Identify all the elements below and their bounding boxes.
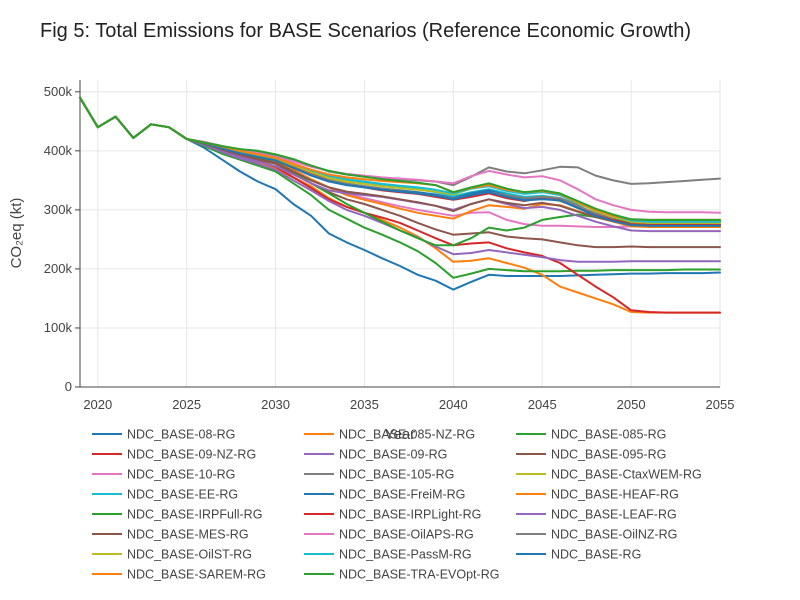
legend-label: NDC_BASE-HEAF-RG xyxy=(551,488,679,502)
series-line-ndc-base-oilaps-rg xyxy=(79,96,721,214)
legend-item[interactable]: NDC_BASE-095-RG xyxy=(516,448,666,462)
legend-item[interactable]: NDC_BASE-HEAF-RG xyxy=(516,488,679,502)
x-tick-label: 2050 xyxy=(617,397,646,412)
series-line-ndc-base-oilst-rg xyxy=(79,96,721,224)
series-line-ndc-base-sarem-rg xyxy=(79,96,721,221)
series-line-ndc-base-09-nz-rg xyxy=(79,96,721,314)
y-tick-label: 100k xyxy=(44,320,73,335)
legend-item[interactable]: NDC_BASE-MES-RG xyxy=(92,528,249,542)
legend-label: NDC_BASE-085-RG xyxy=(551,428,666,442)
y-tick-label: 500k xyxy=(44,84,73,99)
grid-layer xyxy=(80,80,721,388)
x-tick-label: 2055 xyxy=(706,397,735,412)
y-tick-label: 300k xyxy=(44,202,73,217)
legend-label: NDC_BASE-SAREM-RG xyxy=(127,568,266,582)
series-line-ndc-base-oilnz-rg xyxy=(79,96,721,222)
legend-label: NDC_BASE-OilAPS-RG xyxy=(339,528,474,542)
legend-item[interactable]: NDC_BASE-RG xyxy=(516,548,641,562)
legend-label: NDC_BASE-CtaxWEM-RG xyxy=(551,468,702,482)
legend-label: NDC_BASE-PassM-RG xyxy=(339,548,472,562)
chart-title: Fig 5: Total Emissions for BASE Scenario… xyxy=(40,20,691,42)
legend-label: NDC_BASE-IRPLight-RG xyxy=(339,508,481,522)
y-axis-title: CO₂eq (kt) xyxy=(8,198,25,269)
legend-label: NDC_BASE-OilNZ-RG xyxy=(551,528,677,542)
legend-label: NDC_BASE-IRPFull-RG xyxy=(127,508,262,522)
legend-item[interactable]: NDC_BASE-CtaxWEM-RG xyxy=(516,468,702,482)
legend-item[interactable]: NDC_BASE-085-NZ-RG xyxy=(304,428,475,442)
legend-item[interactable]: NDC_BASE-105-RG xyxy=(304,468,454,482)
series-line-ndc-base-tra-evopt-rg xyxy=(79,96,721,221)
legend-label: NDC_BASE-095-RG xyxy=(551,448,666,462)
legend-label: NDC_BASE-TRA-EVOpt-RG xyxy=(339,568,499,582)
legend-item[interactable]: NDC_BASE-IRPLight-RG xyxy=(304,508,481,522)
legend-item[interactable]: NDC_BASE-TRA-EVOpt-RG xyxy=(304,568,499,582)
legend-item[interactable]: NDC_BASE-PassM-RG xyxy=(304,548,472,562)
axis-layer: 2020 2025 2030 2035 2040 2045 2050 2055 0 100k 200… xyxy=(44,80,735,412)
x-tick-label: 2025 xyxy=(172,397,201,412)
x-tick-label: 2035 xyxy=(350,397,379,412)
y-tick-label: 0 xyxy=(65,379,72,394)
legend-label: NDC_BASE-085-NZ-RG xyxy=(339,428,475,442)
x-tick-label: 2045 xyxy=(528,397,557,412)
y-tick-label: 200k xyxy=(44,261,73,276)
legend-label: NDC_BASE-OilST-RG xyxy=(127,548,252,562)
series-line-ndc-base-passm-rg xyxy=(79,96,721,223)
legend-item[interactable]: NDC_BASE-OilAPS-RG xyxy=(304,528,474,542)
series-line-ndc-base-ctaxwem-rg xyxy=(79,96,721,226)
legend-label: NDC_BASE-08-RG xyxy=(127,428,235,442)
legend-label: NDC_BASE-EE-RG xyxy=(127,488,238,502)
legend-item[interactable]: NDC_BASE-10-RG xyxy=(92,468,235,482)
legend-item[interactable]: NDC_BASE-OilST-RG xyxy=(92,548,252,562)
legend-label: NDC_BASE-MES-RG xyxy=(127,528,249,542)
legend-item[interactable]: NDC_BASE-OilNZ-RG xyxy=(516,528,677,542)
legend-item[interactable]: NDC_BASE-09-RG xyxy=(304,448,447,462)
x-tick-label: 2040 xyxy=(439,397,468,412)
legend-label: NDC_BASE-RG xyxy=(551,548,641,562)
x-tick-label: 2030 xyxy=(261,397,290,412)
legend-item[interactable]: NDC_BASE-09-NZ-RG xyxy=(92,448,256,462)
series-line-ndc-base-105-rg xyxy=(79,96,721,187)
series-line-ndc-base-ee-rg xyxy=(79,96,721,224)
legend-item[interactable]: NDC_BASE-08-RG xyxy=(92,428,235,442)
y-tick-label: 400k xyxy=(44,143,73,158)
x-tick-label: 2020 xyxy=(83,397,112,412)
legend-item[interactable]: NDC_BASE-IRPFull-RG xyxy=(92,508,262,522)
legend: NDC_BASE-08-RG NDC_BASE-085-NZ-RG NDC_BASE… xyxy=(92,428,702,582)
legend-item[interactable]: NDC_BASE-085-RG xyxy=(516,428,666,442)
legend-label: NDC_BASE-10-RG xyxy=(127,468,235,482)
legend-label: NDC_BASE-LEAF-RG xyxy=(551,508,677,522)
legend-label: NDC_BASE-09-NZ-RG xyxy=(127,448,256,462)
legend-label: NDC_BASE-FreiM-RG xyxy=(339,488,465,502)
legend-item[interactable]: NDC_BASE-EE-RG xyxy=(92,488,238,502)
series-line-ndc-base-leaf-rg xyxy=(79,96,721,233)
x-axis-title: Year xyxy=(385,426,415,443)
legend-item[interactable]: NDC_BASE-FreiM-RG xyxy=(304,488,465,502)
legend-label: NDC_BASE-105-RG xyxy=(339,468,454,482)
series-line-ndc-base-085-nz-rg xyxy=(79,96,721,314)
legend-label: NDC_BASE-09-RG xyxy=(339,448,447,462)
legend-item[interactable]: NDC_BASE-SAREM-RG xyxy=(92,568,266,582)
series-layer xyxy=(79,96,721,314)
legend-item[interactable]: NDC_BASE-LEAF-RG xyxy=(516,508,677,522)
